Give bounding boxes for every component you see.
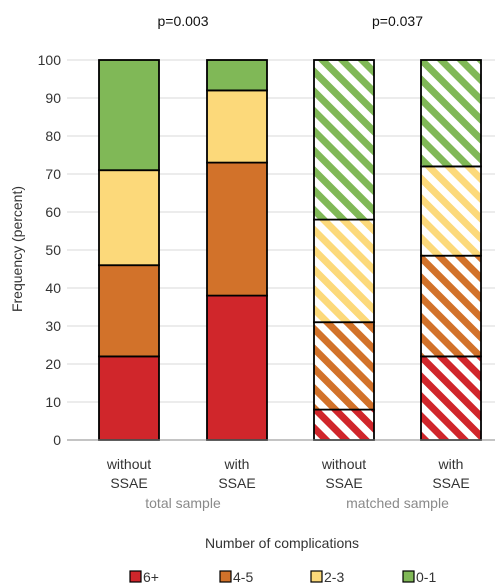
legend-swatch [219, 570, 232, 583]
x-tick-label-line2: SSAE [432, 475, 469, 491]
x-tick-label-line1: without [106, 456, 151, 472]
y-axis-label: Frequency (percent) [9, 186, 25, 312]
y-tick-label: 90 [45, 90, 61, 106]
bar-segment-2-3 [313, 218, 375, 324]
bar-segment-4-5 [313, 321, 375, 411]
legend-swatch [310, 570, 323, 583]
y-tick-label: 10 [45, 394, 61, 410]
x-tick-labels: without SSAE with SSAE without SSAE with SSAE [106, 456, 470, 491]
bar-segment-2-3 [420, 165, 482, 257]
bar-segment-4-5 [206, 161, 268, 297]
x-tick-label-line1: without [321, 456, 366, 472]
bar-segment-0-1 [420, 59, 482, 168]
y-tick-label: 60 [45, 204, 61, 220]
x-tick-label-line1: with [224, 456, 250, 472]
x-axis-label: Number of complications [205, 535, 359, 551]
bars [98, 59, 482, 441]
bar-segment-4-5 [98, 264, 160, 358]
bar-segment-0-1 [206, 59, 268, 92]
legend-swatch [402, 570, 415, 583]
y-tick-label: 80 [45, 128, 61, 144]
bar-segment-6+ [420, 355, 482, 441]
group-labels: total sample p=0.003 matched sample p=0.037 [145, 13, 449, 511]
x-tick-label-line2: SSAE [110, 475, 147, 491]
bar-segment-2-3 [98, 169, 160, 267]
p-value-label: p=0.037 [372, 13, 423, 29]
group-label: total sample [145, 495, 221, 511]
bar-segment-6+ [206, 294, 268, 441]
bar-segment-6+ [98, 355, 160, 441]
p-value-label: p=0.003 [158, 13, 209, 29]
x-tick-label-line1: with [438, 456, 464, 472]
y-tick-label: 20 [45, 356, 61, 372]
y-tick-label: 40 [45, 280, 61, 296]
bar-segment-2-3 [206, 89, 268, 164]
y-tick-labels: 0 10 20 30 40 50 60 70 80 90 100 [38, 52, 62, 448]
x-tick-label-line2: SSAE [325, 475, 362, 491]
y-tick-label: 100 [38, 52, 62, 68]
y-tick-label: 0 [53, 432, 61, 448]
y-tick-label: 70 [45, 166, 61, 182]
legend: 6+ 4-5 2-3 0-1 [129, 569, 436, 585]
bar-segment-0-1 [98, 59, 160, 172]
y-tick-label: 50 [45, 242, 61, 258]
legend-swatch [129, 570, 142, 583]
x-tick-label-line2: SSAE [218, 475, 255, 491]
bar-segment-0-1 [313, 59, 375, 221]
legend-label: 0-1 [416, 569, 436, 585]
legend-label: 6+ [143, 569, 159, 585]
group-label: matched sample [346, 495, 449, 511]
y-tick-label: 30 [45, 318, 61, 334]
bar-segment-4-5 [420, 254, 482, 358]
legend-label: 4-5 [233, 569, 253, 585]
bar-segment-6+ [313, 408, 375, 441]
legend-label: 2-3 [324, 569, 344, 585]
